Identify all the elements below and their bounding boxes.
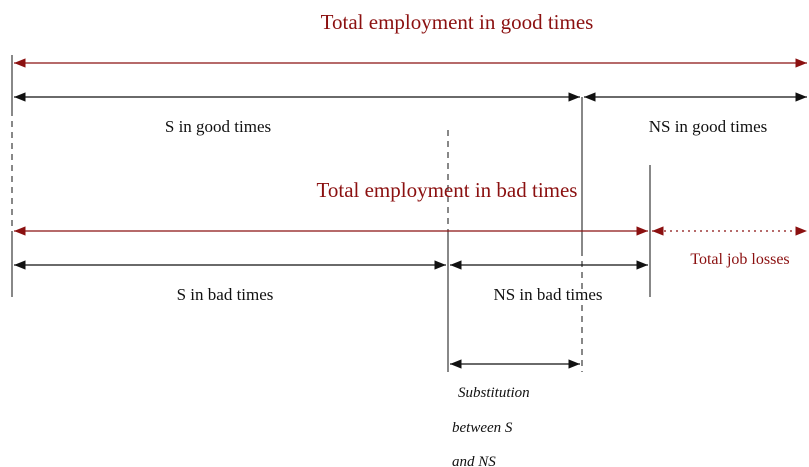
substitution-line: Substitution (458, 385, 530, 401)
arrows (14, 58, 807, 369)
substitution-line: between S (452, 420, 513, 436)
substitution-line: and NS (452, 454, 496, 467)
s-good-label: S in good times (165, 117, 271, 136)
guides (11, 55, 651, 372)
ns-good-label: NS in good times (649, 117, 768, 136)
s-bad-label: S in bad times (177, 285, 274, 304)
job-losses-label: Total job losses (690, 251, 789, 268)
ns-bad-label: NS in bad times (493, 285, 602, 304)
bad-title: Total employment in bad times (317, 178, 578, 202)
good-title: Total employment in good times (321, 10, 594, 34)
